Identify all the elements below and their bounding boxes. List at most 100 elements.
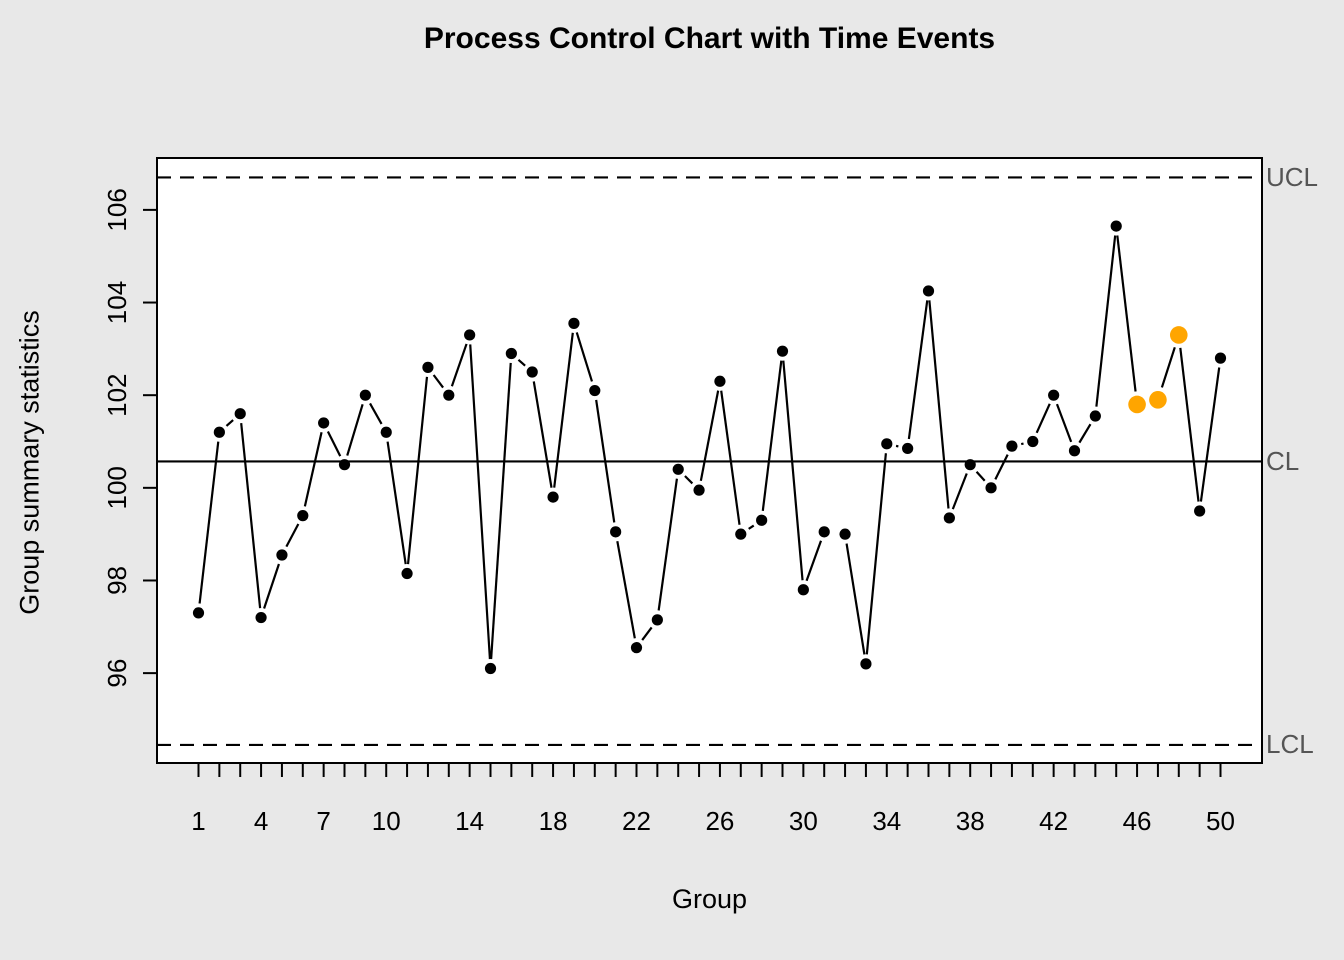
data-point [1027, 435, 1039, 448]
series-segment [285, 523, 300, 548]
series-segment [845, 543, 866, 655]
series-segment [1179, 347, 1200, 502]
series-segment [699, 390, 720, 482]
series-segment [951, 473, 968, 510]
y-tick-label: 100 [102, 466, 132, 509]
data-point [839, 528, 851, 540]
series-segment [326, 430, 342, 457]
series-segment [1095, 235, 1117, 407]
series-segment [532, 381, 553, 488]
series-segment [198, 441, 220, 604]
x-tick-label: 7 [316, 806, 330, 836]
data-point [776, 345, 789, 357]
data-point [964, 459, 976, 471]
series-segment [346, 403, 364, 456]
x-tick-label: 22 [622, 806, 651, 836]
series-segment [595, 399, 616, 523]
data-point [1048, 389, 1060, 401]
y-tick-label: 96 [102, 659, 132, 688]
data-point [735, 528, 747, 540]
data-point [401, 567, 413, 580]
series-segment [1199, 367, 1221, 502]
data-point [213, 426, 225, 438]
chart-title: Process Control Chart with Time Events [423, 22, 996, 55]
data-point [589, 384, 601, 397]
series-segment [975, 470, 986, 482]
series-segment [865, 453, 887, 655]
x-tick-label: 10 [372, 806, 401, 836]
series-segment [895, 444, 899, 448]
data-point [1110, 220, 1122, 232]
data-point [443, 389, 455, 401]
x-tick-label: 4 [254, 806, 268, 836]
data-point [1006, 440, 1018, 452]
data-point [1089, 410, 1101, 422]
data-point [422, 361, 434, 373]
data-point [380, 426, 392, 438]
series-segment [263, 563, 280, 609]
series-segment [641, 626, 653, 641]
series-segment [1035, 403, 1051, 434]
series-segment [805, 540, 823, 582]
series-segment [1116, 235, 1137, 392]
data-point [943, 512, 955, 524]
data-point [630, 642, 643, 654]
series-segment [720, 390, 741, 525]
data-point [860, 658, 872, 670]
x-tick-label: 42 [1039, 806, 1068, 836]
data-point [797, 584, 809, 596]
series-segment [907, 300, 929, 440]
data-point [1194, 505, 1206, 517]
data-point [881, 438, 893, 450]
series-segment [450, 343, 468, 387]
data-point [610, 526, 622, 538]
series-segment [994, 454, 1009, 480]
data-point [672, 463, 684, 475]
series-segment [616, 540, 636, 639]
data-point [818, 526, 830, 538]
data-point [1068, 445, 1081, 457]
event-point [1128, 395, 1146, 414]
series-segment [303, 432, 323, 507]
y-tick-label: 98 [102, 566, 132, 595]
series-segment [553, 332, 574, 488]
series-segment [1078, 423, 1092, 444]
data-point [464, 329, 476, 341]
data-point [505, 347, 517, 360]
event-point [1169, 326, 1188, 344]
series-segment [782, 360, 804, 581]
data-point [255, 611, 267, 624]
series-segment [928, 300, 950, 509]
y-tick-label: 104 [102, 281, 132, 324]
series-segment [761, 360, 783, 511]
x-tick-label: 46 [1123, 806, 1152, 836]
y-tick-label: 106 [102, 188, 132, 231]
data-point [338, 459, 351, 471]
data-point [359, 389, 371, 401]
data-point [547, 491, 559, 503]
y-tick-label: 102 [102, 373, 132, 416]
series-segment [575, 332, 594, 382]
series-segment [1020, 442, 1024, 446]
series-segment [369, 402, 383, 425]
data-point [276, 549, 288, 561]
data-point [714, 375, 726, 387]
series-segment [1055, 403, 1073, 443]
data-point [484, 662, 497, 675]
data-point [902, 442, 914, 455]
x-tick-label: 1 [191, 806, 205, 836]
x-tick-label: 18 [539, 806, 568, 836]
x-tick-label: 14 [455, 806, 484, 836]
x-axis-title: Group [671, 884, 748, 914]
x-tick-label: 34 [872, 806, 901, 836]
series-segment [432, 374, 444, 389]
data-point [234, 408, 246, 420]
x-tick-label: 50 [1206, 806, 1235, 836]
series-segment [684, 475, 694, 485]
data-point [756, 514, 768, 526]
data-point [922, 285, 935, 297]
data-point [318, 417, 330, 429]
lcl-label: LCL [1266, 729, 1314, 759]
